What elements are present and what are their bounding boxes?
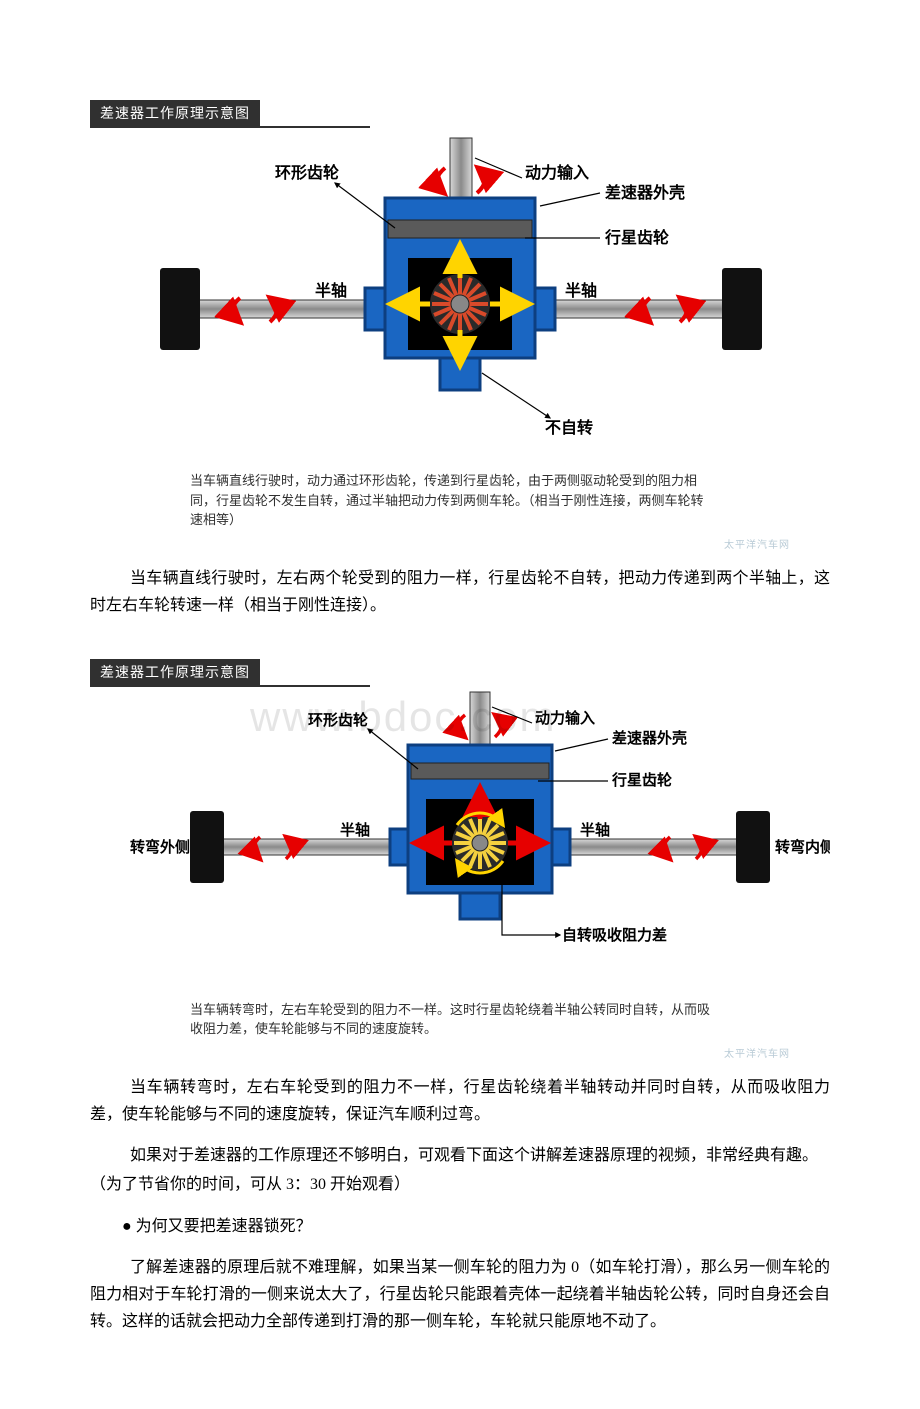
label2-ring-gear: 环形齿轮: [308, 711, 368, 729]
label2-inner: 转弯内侧: [775, 838, 830, 856]
label-half-shaft-l: 半轴: [315, 281, 347, 300]
label-half-shaft-r: 半轴: [565, 281, 597, 300]
label2-half-shaft-r: 半轴: [580, 821, 610, 839]
label-power-input: 动力输入: [525, 163, 589, 182]
label-planet-gear: 行星齿轮: [604, 228, 669, 247]
diagram-1-svg: 环形齿轮 动力输入 差速器外壳 行星齿轮 半轴 半轴 不自转: [130, 128, 790, 458]
label2-power-input: 动力输入: [535, 709, 595, 727]
label-diff-housing: 差速器外壳: [605, 183, 685, 202]
label-ring-gear: 环形齿轮: [275, 163, 339, 182]
label2-half-shaft-l: 半轴: [340, 821, 370, 839]
bullet-question: ● 为何又要把差速器锁死？: [122, 1213, 830, 1240]
paragraph-3: 如果对于差速器的工作原理还不够明白，可观看下面这个讲解差速器原理的视频，非常经典…: [90, 1142, 830, 1169]
label2-diff-housing: 差速器外壳: [612, 729, 687, 747]
label2-spin-absorb: 自转吸收阻力差: [562, 926, 667, 944]
diagram-2: www.bdoc.com 差速器工作原理示意图: [90, 659, 830, 1060]
diagram-2-caption: 当车辆转弯时，左右车轮受到的阻力不一样。这时行星齿轮绕着半轴公转同时自转，从而吸…: [190, 1000, 710, 1039]
diagram-1-caption: 当车辆直线行驶时，动力通过环形齿轮，传递到行星齿轮，由于两侧驱动轮受到的阻力相同…: [190, 471, 710, 530]
label-no-spin: 不自转: [545, 418, 593, 437]
diagram-1-title: 差速器工作原理示意图: [90, 100, 260, 126]
note-time: （为了节省你的时间，可从 3：30 开始观看）: [90, 1171, 830, 1198]
paragraph-4: 了解差速器的原理后就不难理解，如果当某一侧车轮的阻力为 0（如车轮打滑），那么另…: [90, 1254, 830, 1336]
diagram-2-watermark: 太平洋汽车网: [90, 1045, 830, 1060]
paragraph-2: 当车辆转弯时，左右车轮受到的阻力不一样，行星齿轮绕着半轴转动并同时自转，从而吸收…: [90, 1074, 830, 1128]
diagram-1: 差速器工作原理示意图: [90, 100, 830, 551]
diagram-2-title: 差速器工作原理示意图: [90, 659, 260, 685]
label2-planet-gear: 行星齿轮: [611, 771, 672, 789]
label2-outer: 转弯外侧: [130, 838, 190, 856]
diagram-1-watermark: 太平洋汽车网: [90, 536, 830, 551]
diagram-2-svg: 环形齿轮 动力输入 差速器外壳 行星齿轮 半轴 半轴 转弯外侧 转弯内侧 自转吸…: [130, 687, 830, 987]
paragraph-1: 当车辆直线行驶时，左右两个轮受到的阻力一样，行星齿轮不自转，把动力传递到两个半轴…: [90, 565, 830, 619]
